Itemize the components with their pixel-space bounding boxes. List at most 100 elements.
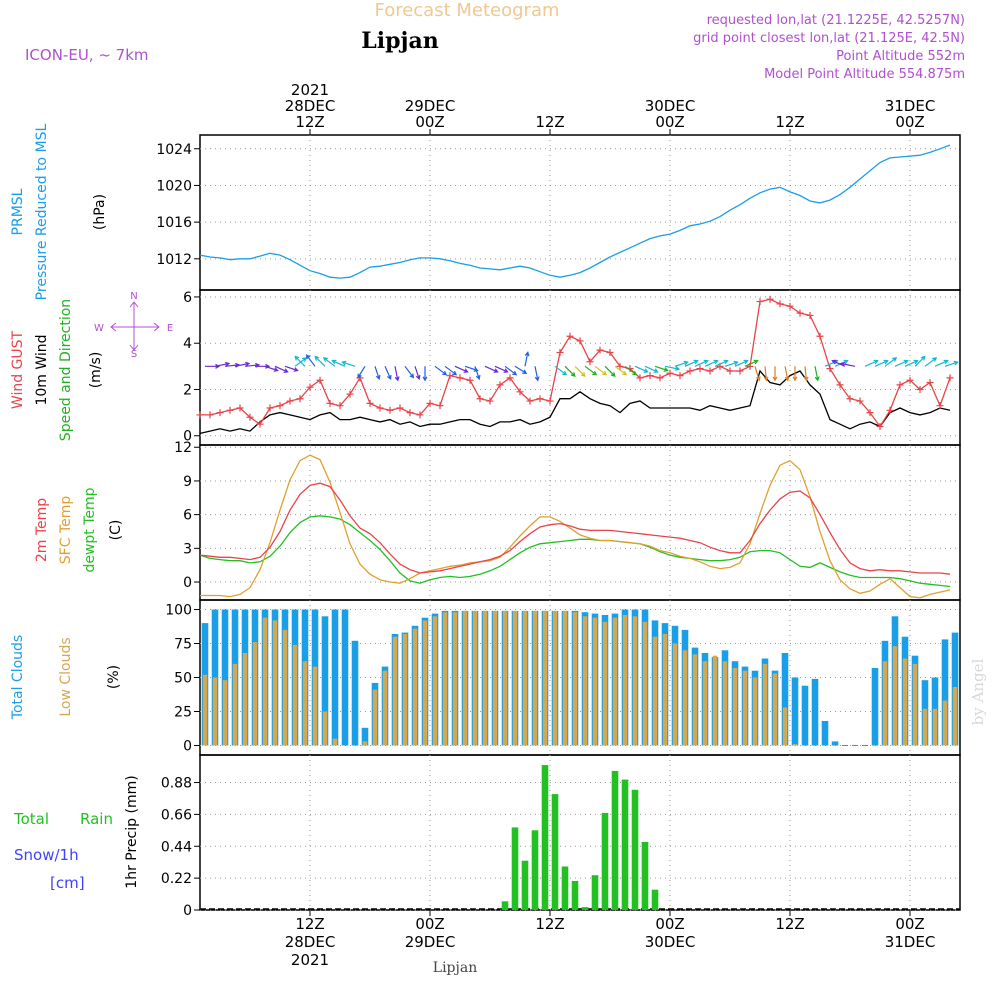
- time-label-top: 29DEC: [405, 97, 456, 115]
- low-clouds-bar: [252, 642, 258, 746]
- precip-unit: 1hr Precip (mm): [124, 775, 140, 888]
- wind-direction-arrow: [744, 359, 759, 367]
- wind-direction-arrow: [331, 359, 346, 367]
- low-clouds-bar: [202, 674, 208, 746]
- temperature-tick-label: 9: [183, 474, 192, 490]
- wind-direction-arrow: [294, 355, 306, 367]
- time-label-bottom: 29DEC: [405, 933, 456, 951]
- wind-gust-marker: [656, 374, 664, 382]
- wind-tick-label: 6: [183, 290, 192, 306]
- low-clouds-bar: [892, 646, 898, 746]
- wind-direction-arrow: [904, 359, 919, 367]
- wind-gust-marker: [486, 397, 494, 405]
- low-clouds-bar: [652, 636, 658, 746]
- wind-gust-marker: [416, 411, 424, 419]
- wind-gust-marker: [696, 365, 704, 373]
- wind-gust-marker: [796, 309, 804, 317]
- wind-gust-marker: [926, 379, 934, 387]
- time-label-top: 00Z: [415, 113, 444, 131]
- rain-bar: [531, 830, 539, 910]
- time-label-bottom: 30DEC: [645, 933, 696, 951]
- time-label-bottom: 31DEC: [885, 933, 936, 951]
- wind-gust-marker: [576, 337, 584, 345]
- wind-gust-marker: [726, 367, 734, 375]
- time-label-bottom: 2021: [291, 951, 329, 969]
- low-clouds-bar: [462, 610, 468, 746]
- low-clouds-bar: [662, 634, 668, 746]
- precip-snow-label: Snow/1h: [14, 846, 79, 864]
- wind-gust-marker: [786, 302, 794, 310]
- temperature-tick-label: 0: [183, 575, 192, 591]
- wind-gust-marker: [426, 399, 434, 407]
- pressure-tick-label: 1016: [156, 215, 192, 231]
- wind-gust-marker: [216, 409, 224, 417]
- wind-10m-line: [199, 369, 951, 435]
- wind-gust-marker: [646, 372, 654, 380]
- rain-bar: [561, 866, 569, 910]
- wind-gust-marker: [316, 376, 324, 384]
- wind-direction-arrow: [504, 365, 518, 376]
- total-clouds-bar: [831, 741, 839, 746]
- time-label-bottom: 28DEC: [285, 933, 336, 951]
- total-clouds-bar: [791, 677, 799, 746]
- rain-bar: [611, 770, 619, 910]
- wind-direction-arrow: [724, 360, 739, 367]
- wind-direction-arrow: [714, 359, 729, 367]
- low-clouds-bar: [332, 738, 338, 746]
- wind-gust-marker: [396, 404, 404, 412]
- wind-gust-marker: [826, 365, 834, 373]
- low-clouds-bar: [282, 629, 288, 746]
- wind-direction-arrow: [274, 365, 289, 373]
- temperature-tick-label: 12: [174, 440, 192, 456]
- wind-direction-arrow: [792, 366, 798, 382]
- low-clouds-bar: [292, 644, 298, 746]
- time-label-top: 00Z: [895, 113, 924, 131]
- low-clouds-bar: [512, 610, 518, 746]
- low-clouds-bar: [312, 666, 318, 746]
- wind-gust-marker: [236, 404, 244, 412]
- product-title: Forecast Meteogram: [374, 0, 559, 21]
- low-clouds-bar: [542, 610, 548, 746]
- wind-direction-arrow: [314, 355, 326, 367]
- wind-direction-arrow: [305, 354, 316, 367]
- wind-direction-arrow: [414, 366, 421, 381]
- wind-direction-arrow: [484, 365, 499, 373]
- total-clouds-bar: [221, 609, 229, 746]
- precip-total-label: Total: [13, 810, 49, 828]
- wind-gust-marker: [916, 385, 924, 393]
- low-clouds-bar: [942, 700, 948, 746]
- low-clouds-bar: [752, 677, 758, 746]
- temperature-labels: 2m Temp SFC Temp dewpt Temp (C): [34, 487, 124, 572]
- wind-gust-marker: [836, 381, 844, 389]
- wind-direction-arrow: [514, 365, 528, 374]
- requested-coords: requested lon,lat (21.1225E, 42.5257N): [707, 13, 965, 28]
- wind-gust-marker: [526, 397, 534, 405]
- pressure-unit: (hPa): [92, 194, 108, 230]
- prmsl-label: PRMSL: [10, 188, 26, 235]
- compass-west: W: [94, 323, 104, 334]
- precip-panel: [199, 754, 961, 911]
- total-clouds-bar: [351, 640, 359, 746]
- rain-bar: [581, 907, 589, 910]
- rain-bar: [591, 875, 599, 910]
- time-label-bottom: 12Z: [295, 915, 324, 933]
- axis-labels: 10121016102010240246036912025507510000.2…: [156, 81, 935, 969]
- low-clouds-bar: [302, 661, 308, 746]
- temp-dewpt-label: dewpt Temp: [82, 487, 98, 572]
- wind-tick-label: 0: [183, 429, 192, 445]
- low-clouds-bar: [882, 661, 888, 746]
- wind-gust-marker: [466, 376, 474, 384]
- wind-gust-marker: [816, 332, 824, 340]
- precip-tick-label: 0.66: [161, 807, 192, 823]
- wind-direction-arrow: [664, 365, 681, 371]
- wind-gust-marker: [566, 332, 574, 340]
- wind-gust-marker: [336, 402, 344, 410]
- wind-10m-label: 10m Wind: [34, 334, 50, 405]
- wind-direction-arrow: [884, 357, 898, 367]
- low-clouds-bar: [712, 655, 718, 746]
- wind-direction-arrow: [322, 357, 336, 367]
- low-clouds-bar: [682, 650, 688, 746]
- wind-gust-marker: [446, 372, 454, 380]
- compass-east: E: [167, 323, 173, 334]
- total-clouds-bar: [801, 685, 809, 746]
